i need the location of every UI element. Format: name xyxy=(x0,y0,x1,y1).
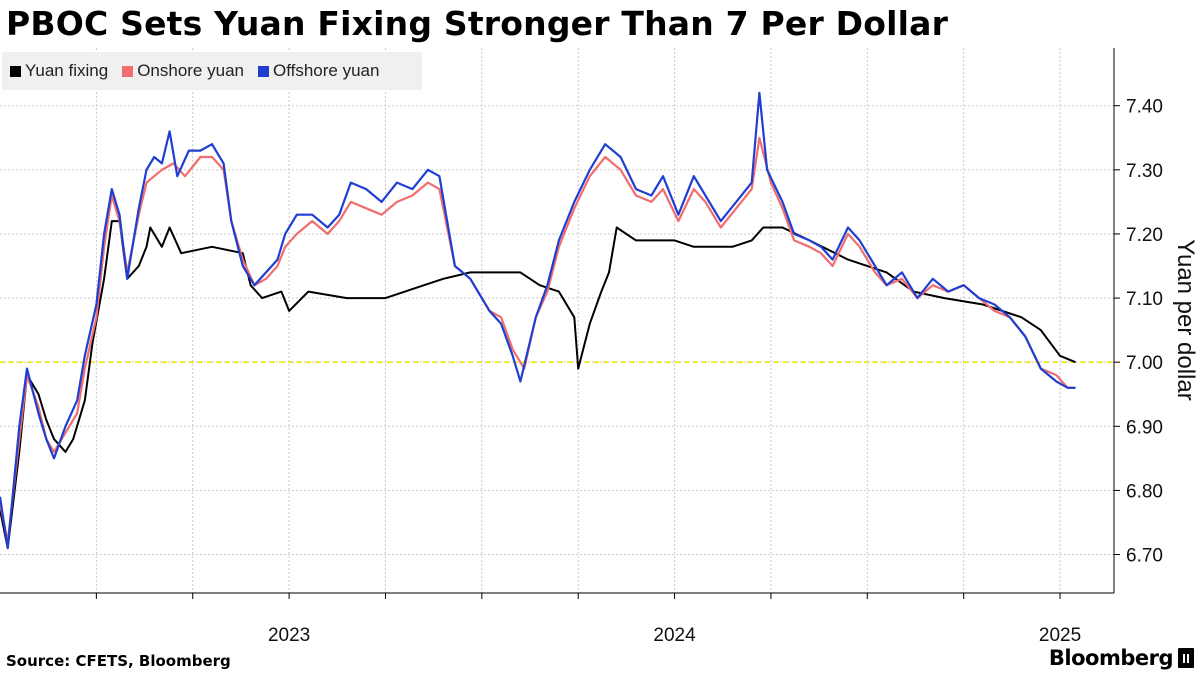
x-tick-label: 2023 xyxy=(268,625,310,646)
x-tick-label: 2025 xyxy=(1039,625,1081,646)
y-tick-label: 6.90 xyxy=(1126,417,1163,438)
legend-label-onshore: Onshore yuan xyxy=(137,61,244,80)
y-tick-label: 7.20 xyxy=(1126,225,1163,246)
series-line-offshore xyxy=(0,91,1076,550)
series-line-onshore xyxy=(0,136,1076,543)
legend: Yuan fixing Onshore yuan Offshore yuan xyxy=(2,52,422,90)
grid-layer xyxy=(0,48,1114,593)
bloomberg-badge-icon xyxy=(1178,648,1194,668)
chart-title: PBOC Sets Yuan Fixing Stronger Than 7 Pe… xyxy=(6,4,949,43)
legend-swatch-onshore xyxy=(122,65,134,77)
y-axis-title: Yuan per dollar xyxy=(1172,239,1199,400)
legend-item-fixing: Yuan fixing xyxy=(10,61,108,81)
source-note: Source: CFETS, Bloomberg xyxy=(6,652,231,670)
y-tick-label: 7.10 xyxy=(1126,289,1163,310)
series-line-fixing xyxy=(0,220,1076,550)
y-tick-label: 6.80 xyxy=(1126,481,1163,502)
legend-label-fixing: Yuan fixing xyxy=(25,61,109,80)
x-tick-label: 2024 xyxy=(653,625,696,646)
y-tick-label: 6.70 xyxy=(1126,546,1163,567)
legend-item-onshore: Onshore yuan xyxy=(122,61,244,81)
legend-item-offshore: Offshore yuan xyxy=(257,61,380,81)
legend-swatch-fixing xyxy=(10,65,21,77)
y-tick-label: 7.00 xyxy=(1126,353,1163,374)
series-layer xyxy=(0,91,1076,550)
y-tick-label: 7.40 xyxy=(1126,97,1163,118)
legend-swatch-offshore xyxy=(257,65,269,77)
brand-name: Bloomberg xyxy=(1048,646,1174,670)
bloomberg-logo: Bloomberg xyxy=(1049,646,1194,670)
y-tick-label: 7.30 xyxy=(1126,161,1163,182)
axis-layer: 6.70 6.80 6.90 7.00 7.10 7.20 7.30 7.40 2023 2024… xyxy=(0,48,1163,646)
legend-label-offshore: Offshore yuan xyxy=(272,61,380,80)
